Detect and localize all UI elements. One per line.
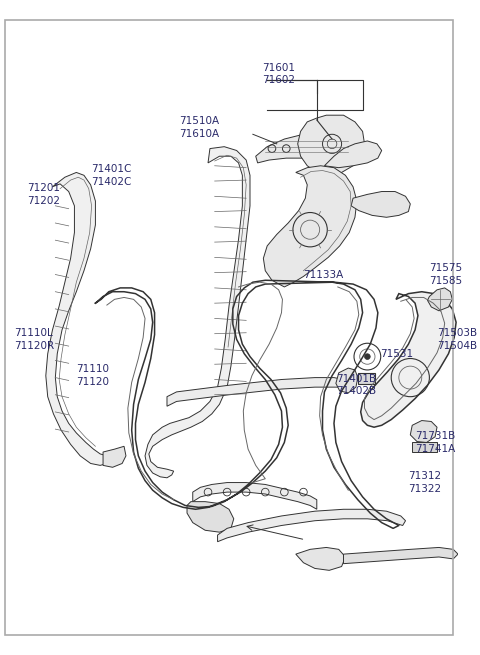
Polygon shape	[193, 483, 317, 510]
Bar	[358, 373, 375, 384]
Text: 71731B
71741A: 71731B 71741A	[415, 431, 456, 454]
Text: 71133A: 71133A	[303, 270, 344, 280]
Polygon shape	[324, 141, 382, 168]
Polygon shape	[344, 548, 458, 564]
Text: 71531: 71531	[380, 348, 413, 359]
Text: 71601
71602: 71601 71602	[263, 63, 295, 85]
Polygon shape	[351, 191, 410, 217]
Polygon shape	[336, 368, 358, 393]
Text: 71510A
71610A: 71510A 71610A	[180, 117, 219, 139]
Text: 71401C
71402C: 71401C 71402C	[91, 164, 131, 187]
Polygon shape	[46, 172, 110, 466]
Polygon shape	[428, 288, 452, 311]
Polygon shape	[103, 446, 126, 467]
Polygon shape	[187, 502, 234, 532]
Polygon shape	[217, 510, 406, 542]
Polygon shape	[167, 377, 346, 406]
Polygon shape	[296, 548, 346, 571]
Polygon shape	[360, 291, 456, 427]
Polygon shape	[256, 132, 351, 163]
Circle shape	[364, 354, 370, 360]
Text: 71503B
71504B: 71503B 71504B	[437, 328, 477, 350]
Polygon shape	[145, 147, 250, 477]
Bar	[412, 443, 437, 452]
Text: 71201
71202: 71201 71202	[27, 183, 60, 206]
Polygon shape	[298, 115, 364, 176]
Polygon shape	[264, 166, 357, 287]
Text: 71110L
71120R: 71110L 71120R	[14, 328, 54, 350]
Polygon shape	[410, 421, 437, 443]
Text: 71575
71585: 71575 71585	[430, 263, 463, 286]
Text: 71312
71322: 71312 71322	[408, 472, 442, 494]
Text: 71401B
71402B: 71401B 71402B	[336, 374, 376, 396]
Text: 71110
71120: 71110 71120	[76, 364, 109, 387]
